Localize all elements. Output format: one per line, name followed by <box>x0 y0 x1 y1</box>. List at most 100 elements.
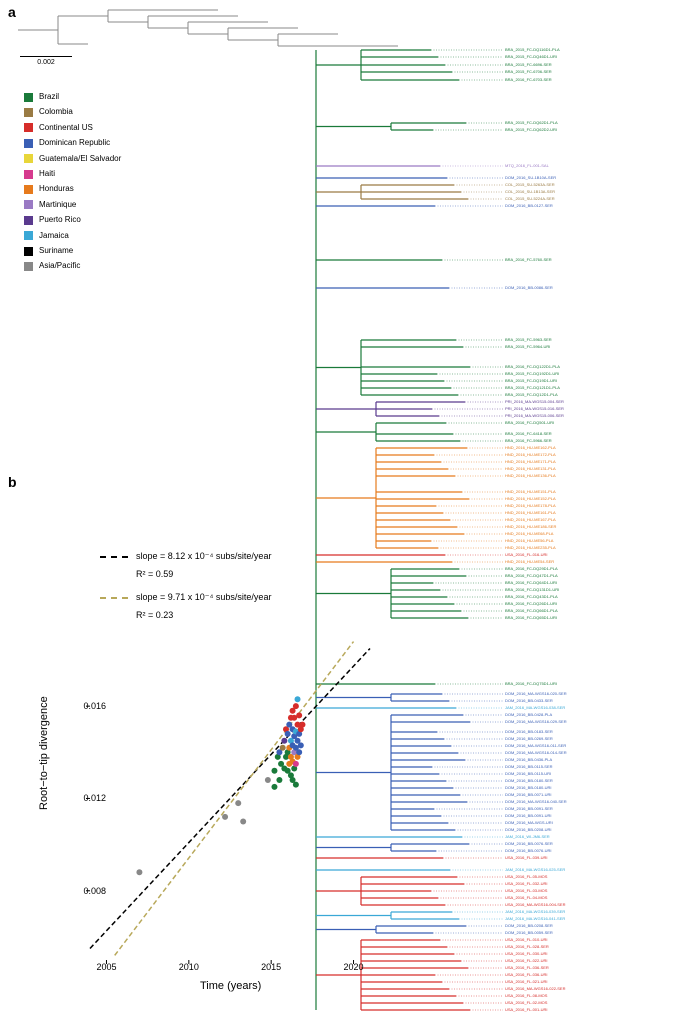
legend-item: Puerto Rico <box>24 213 121 227</box>
tip-label: COL_2016_SU-1B13A-SER <box>505 189 555 194</box>
tip-label: USA_2016_FL-021-URI <box>505 979 547 984</box>
tip-label: USA_2016_MA-WGS16-022-SER <box>505 986 565 991</box>
tip-label: HND_2016_HU-ME161-PLA <box>505 510 556 515</box>
country-legend: BrazilColombiaContinental USDominican Re… <box>24 90 121 275</box>
tip-label: HND_2016_HU-ME235-PLA <box>505 545 556 550</box>
tip-label: DOM_2016_BB-0208-URI <box>505 827 551 832</box>
legend-swatch <box>24 216 33 225</box>
legend-item: Brazil <box>24 90 121 104</box>
tip-label: BRA_2016_FC-5760-SER <box>505 257 552 262</box>
tip-label: DOM_2016_BB-0115-URI <box>505 771 551 776</box>
legend-label: Brazil <box>39 90 59 104</box>
y-axis-label: Root−to−tip divergence <box>38 696 50 810</box>
tip-label: BRA_2015_FC-DQ12D1-PLA <box>505 392 558 397</box>
tip-label: HND_2016_HU-ME167-PLA <box>505 517 556 522</box>
tip-label: BRA_2016_FC-DQ29D1-PLA <box>505 566 558 571</box>
tip-label: USA_2016_MA-WGS16-004-SER <box>505 902 565 907</box>
tip-label: BRA_2016_FC-6703-SER <box>505 77 552 82</box>
tip-label: BRA_2015_FC-5964-URI <box>505 344 550 349</box>
tip-label: USA_2016_FL-022-URI <box>505 958 547 963</box>
outgroup-tree <box>18 6 398 52</box>
tip-label: PRI_2016_MA-WGS15-016-SER <box>505 406 564 411</box>
tip-label: DOM_2016_MA-WGS-URI <box>505 820 553 825</box>
tip-label: DOM_2016_BB-0115-SER <box>505 764 553 769</box>
tip-label: HND_2016_HU-ME68-PLA <box>505 531 553 536</box>
tip-label: BRA_2015_FC-DQ116D1-PLA <box>505 47 560 52</box>
tip-label: DOM_2016_BB-0091-URI <box>505 813 551 818</box>
tip-label: USA_2016_FL-010-URI <box>505 937 547 942</box>
legend-swatch <box>24 139 33 148</box>
tip-label: JAM_2016_WI-JM6-SER <box>505 834 550 839</box>
tip-label: DOM_2016_MA-WGS16-011-SER <box>505 743 566 748</box>
tip-label: USA_2016_FL-03-MOS <box>505 888 547 893</box>
legend-label: Suriname <box>39 244 73 258</box>
panel-a-label: a <box>8 4 16 20</box>
legend-swatch <box>24 154 33 163</box>
legend-item: Asia/Pacific <box>24 259 121 273</box>
tip-label: HND_2016_HU-ME171-PLA <box>505 459 556 464</box>
tip-label: BRA_2016_FC-DQ131D1-URI <box>505 587 559 592</box>
legend-swatch <box>24 200 33 209</box>
tip-label: BRA_2016_FC-DQ65D1-URI <box>505 615 557 620</box>
tip-label: PRI_2016_MA-WGS15-006-SER <box>505 413 564 418</box>
tip-label: DOM_2016_SU-1B10A-SER <box>505 175 556 180</box>
legend-item: Continental US <box>24 121 121 135</box>
legend-label: Guatemala/El Salvador <box>39 152 121 166</box>
tip-label: JAM_2016_MA-WGS16-039-SER <box>505 909 565 914</box>
tip-label: HND_2016_HU-ME186-SER <box>505 524 556 529</box>
y-tick: 0.012 <box>66 793 106 803</box>
tip-label: DOM_2016_BB-0059-SER <box>505 930 553 935</box>
tip-label: USA_2016_FL-08-MOS <box>505 993 547 998</box>
legend-swatch <box>24 170 33 179</box>
tip-label: HND_2016_HU-ME152-PLA <box>505 496 556 501</box>
tip-label: BRA_2016_FC-DQ501-URI <box>505 420 554 425</box>
tip-label: USA_2016_FL-039-URI <box>505 855 547 860</box>
tip-label: DOM_2016_BB-0436-PLA <box>505 757 552 762</box>
regression-legend-item: slope = 8.12 x 10⁻⁴ subs/site/yearR² = 0… <box>100 550 271 581</box>
legend-swatch <box>24 247 33 256</box>
legend-item: Guatemala/El Salvador <box>24 152 121 166</box>
tip-label: BRA_2016_FC-DQ64D1-URI <box>505 580 557 585</box>
legend-swatch <box>24 123 33 132</box>
tip-label: USA_2016_FL-032-URI <box>505 881 547 886</box>
legend-item: Colombia <box>24 105 121 119</box>
tip-label: BRA_2016_FC-DQ26D1-URI <box>505 601 557 606</box>
regression-legend-item: slope = 9.71 x 10⁻⁴ subs/site/yearR² = 0… <box>100 591 271 622</box>
tip-label: HND_2016_HU-ME54-SER <box>505 559 554 564</box>
tip-label: DOM_2016_BB-0076-URI <box>505 848 551 853</box>
x-axis-label: Time (years) <box>200 980 261 992</box>
x-tick: 2005 <box>96 962 116 972</box>
tip-label: DOM_2016_BB-0180-SER <box>505 778 553 783</box>
legend-label: Colombia <box>39 105 73 119</box>
tip-label: DOM_2016_BB-0091-SER <box>505 806 553 811</box>
legend-swatch <box>24 262 33 271</box>
legend-item: Suriname <box>24 244 121 258</box>
tip-label: USA_2016_FL-036-URI <box>505 972 547 977</box>
tip-label: USA_2016_FL-028-SER <box>505 944 549 949</box>
tip-label: HND_2016_HU-ME131-PLA <box>505 466 556 471</box>
regression-legend: slope = 8.12 x 10⁻⁴ subs/site/yearR² = 0… <box>100 550 271 632</box>
tip-label: BRA_2015_FC-6696-SER <box>505 62 552 67</box>
legend-item: Martinique <box>24 198 121 212</box>
tip-label: BRA_2015_FC-6706-SER <box>505 69 552 74</box>
tip-label: DOM_2016_BB-0183-SER <box>505 729 553 734</box>
legend-swatch <box>24 231 33 240</box>
legend-label: Honduras <box>39 182 74 196</box>
y-tick: 0.016 <box>66 701 106 711</box>
tip-label: BRA_2015_FC-5963-SER <box>505 337 552 342</box>
tip-label: BRA_2015_FC-DQ19D1-URI <box>505 378 557 383</box>
tip-label: BRA_2015_FC-DQ121D1-PLA <box>505 385 560 390</box>
tip-label: DOM_2016_BB-0076-SER <box>505 841 553 846</box>
tip-label: BRA_2015_FC-DQ62D2-URI <box>505 127 557 132</box>
tip-label: DOM_2016_BB-0428-PLA <box>505 712 552 717</box>
tip-label: DOM_2016_BB-0269-SER <box>505 736 553 741</box>
tip-label: USA_2016_FL-036-SER <box>505 965 549 970</box>
tip-label: USA_2016_FL-030-URI <box>505 951 547 956</box>
tip-label: COL_2015_SU-5263A-SER <box>505 182 555 187</box>
tip-label: DOM_2016_BB-0071-URI <box>505 792 551 797</box>
tip-label: BRA_2015_FC-DQ46D1-URI <box>505 54 557 59</box>
tip-label: BRA_2016_FC-DQ43D1-PLA <box>505 594 558 599</box>
tip-label: DOM_2016_BB-0433-SER <box>505 698 553 703</box>
legend-label: Asia/Pacific <box>39 259 80 273</box>
tip-label: MTQ_2016_FL-001-SAL <box>505 163 549 168</box>
